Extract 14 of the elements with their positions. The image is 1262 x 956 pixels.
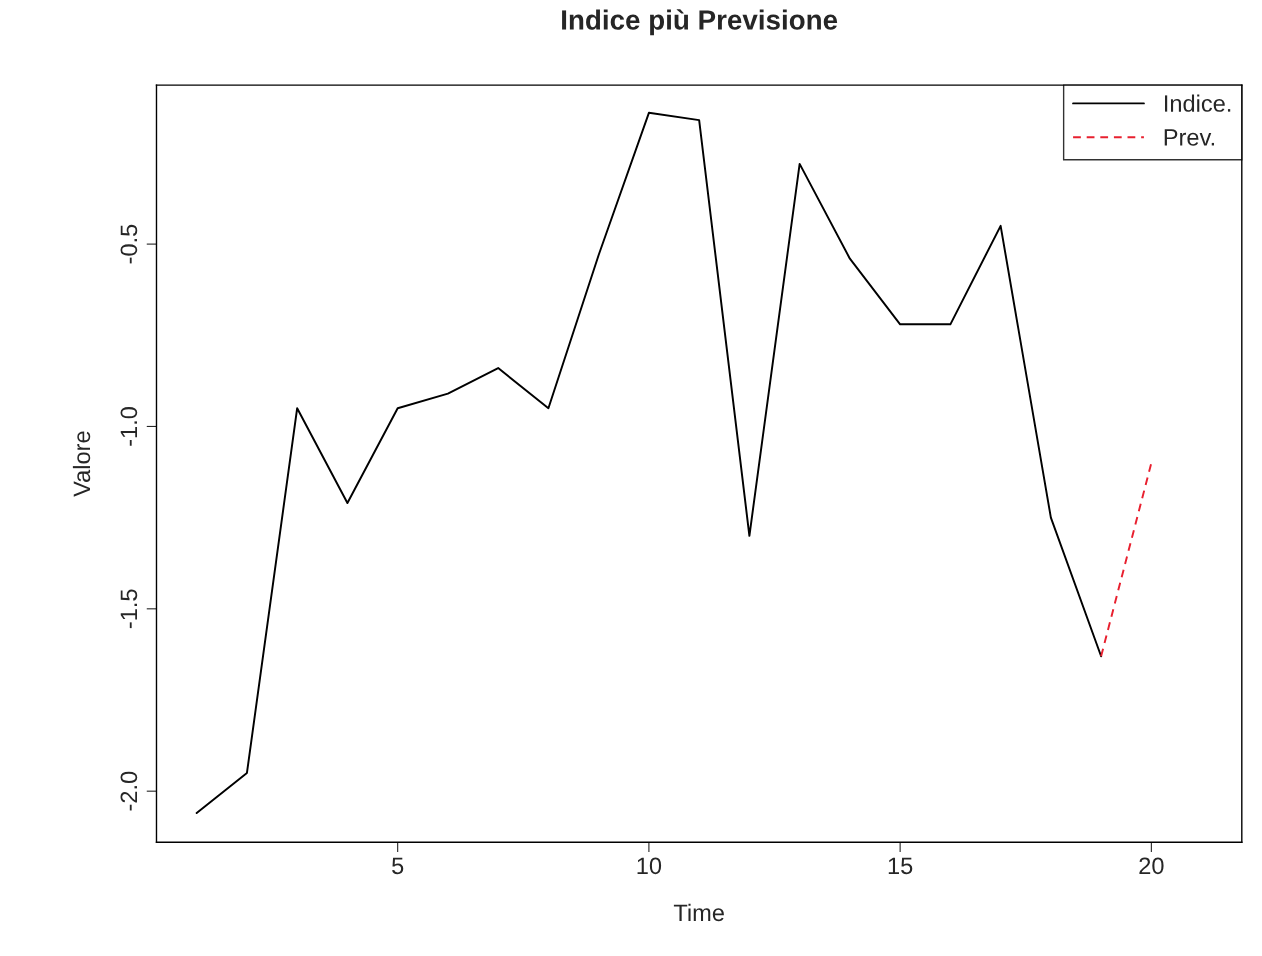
legend-label: Indice. [1164,94,1231,112]
y-axis-title: Valore [72,431,91,497]
x-tick-label: 15 [888,857,913,875]
y-tick-label: -1.5 [120,589,138,629]
x-tick-label: 5 [392,857,404,875]
line-series [195,111,1103,815]
x-tick-label: 20 [1139,857,1164,875]
chart-title: Indice più Previsione [562,9,838,36]
y-tick-label: -0.5 [120,224,138,264]
x-axis-title: Time [673,903,724,922]
x-tick-label: 10 [637,857,662,875]
y-tick-label: -2.0 [120,771,138,811]
y-tick-label: -1.0 [120,407,138,446]
legend-label: Prev. [1164,129,1215,146]
